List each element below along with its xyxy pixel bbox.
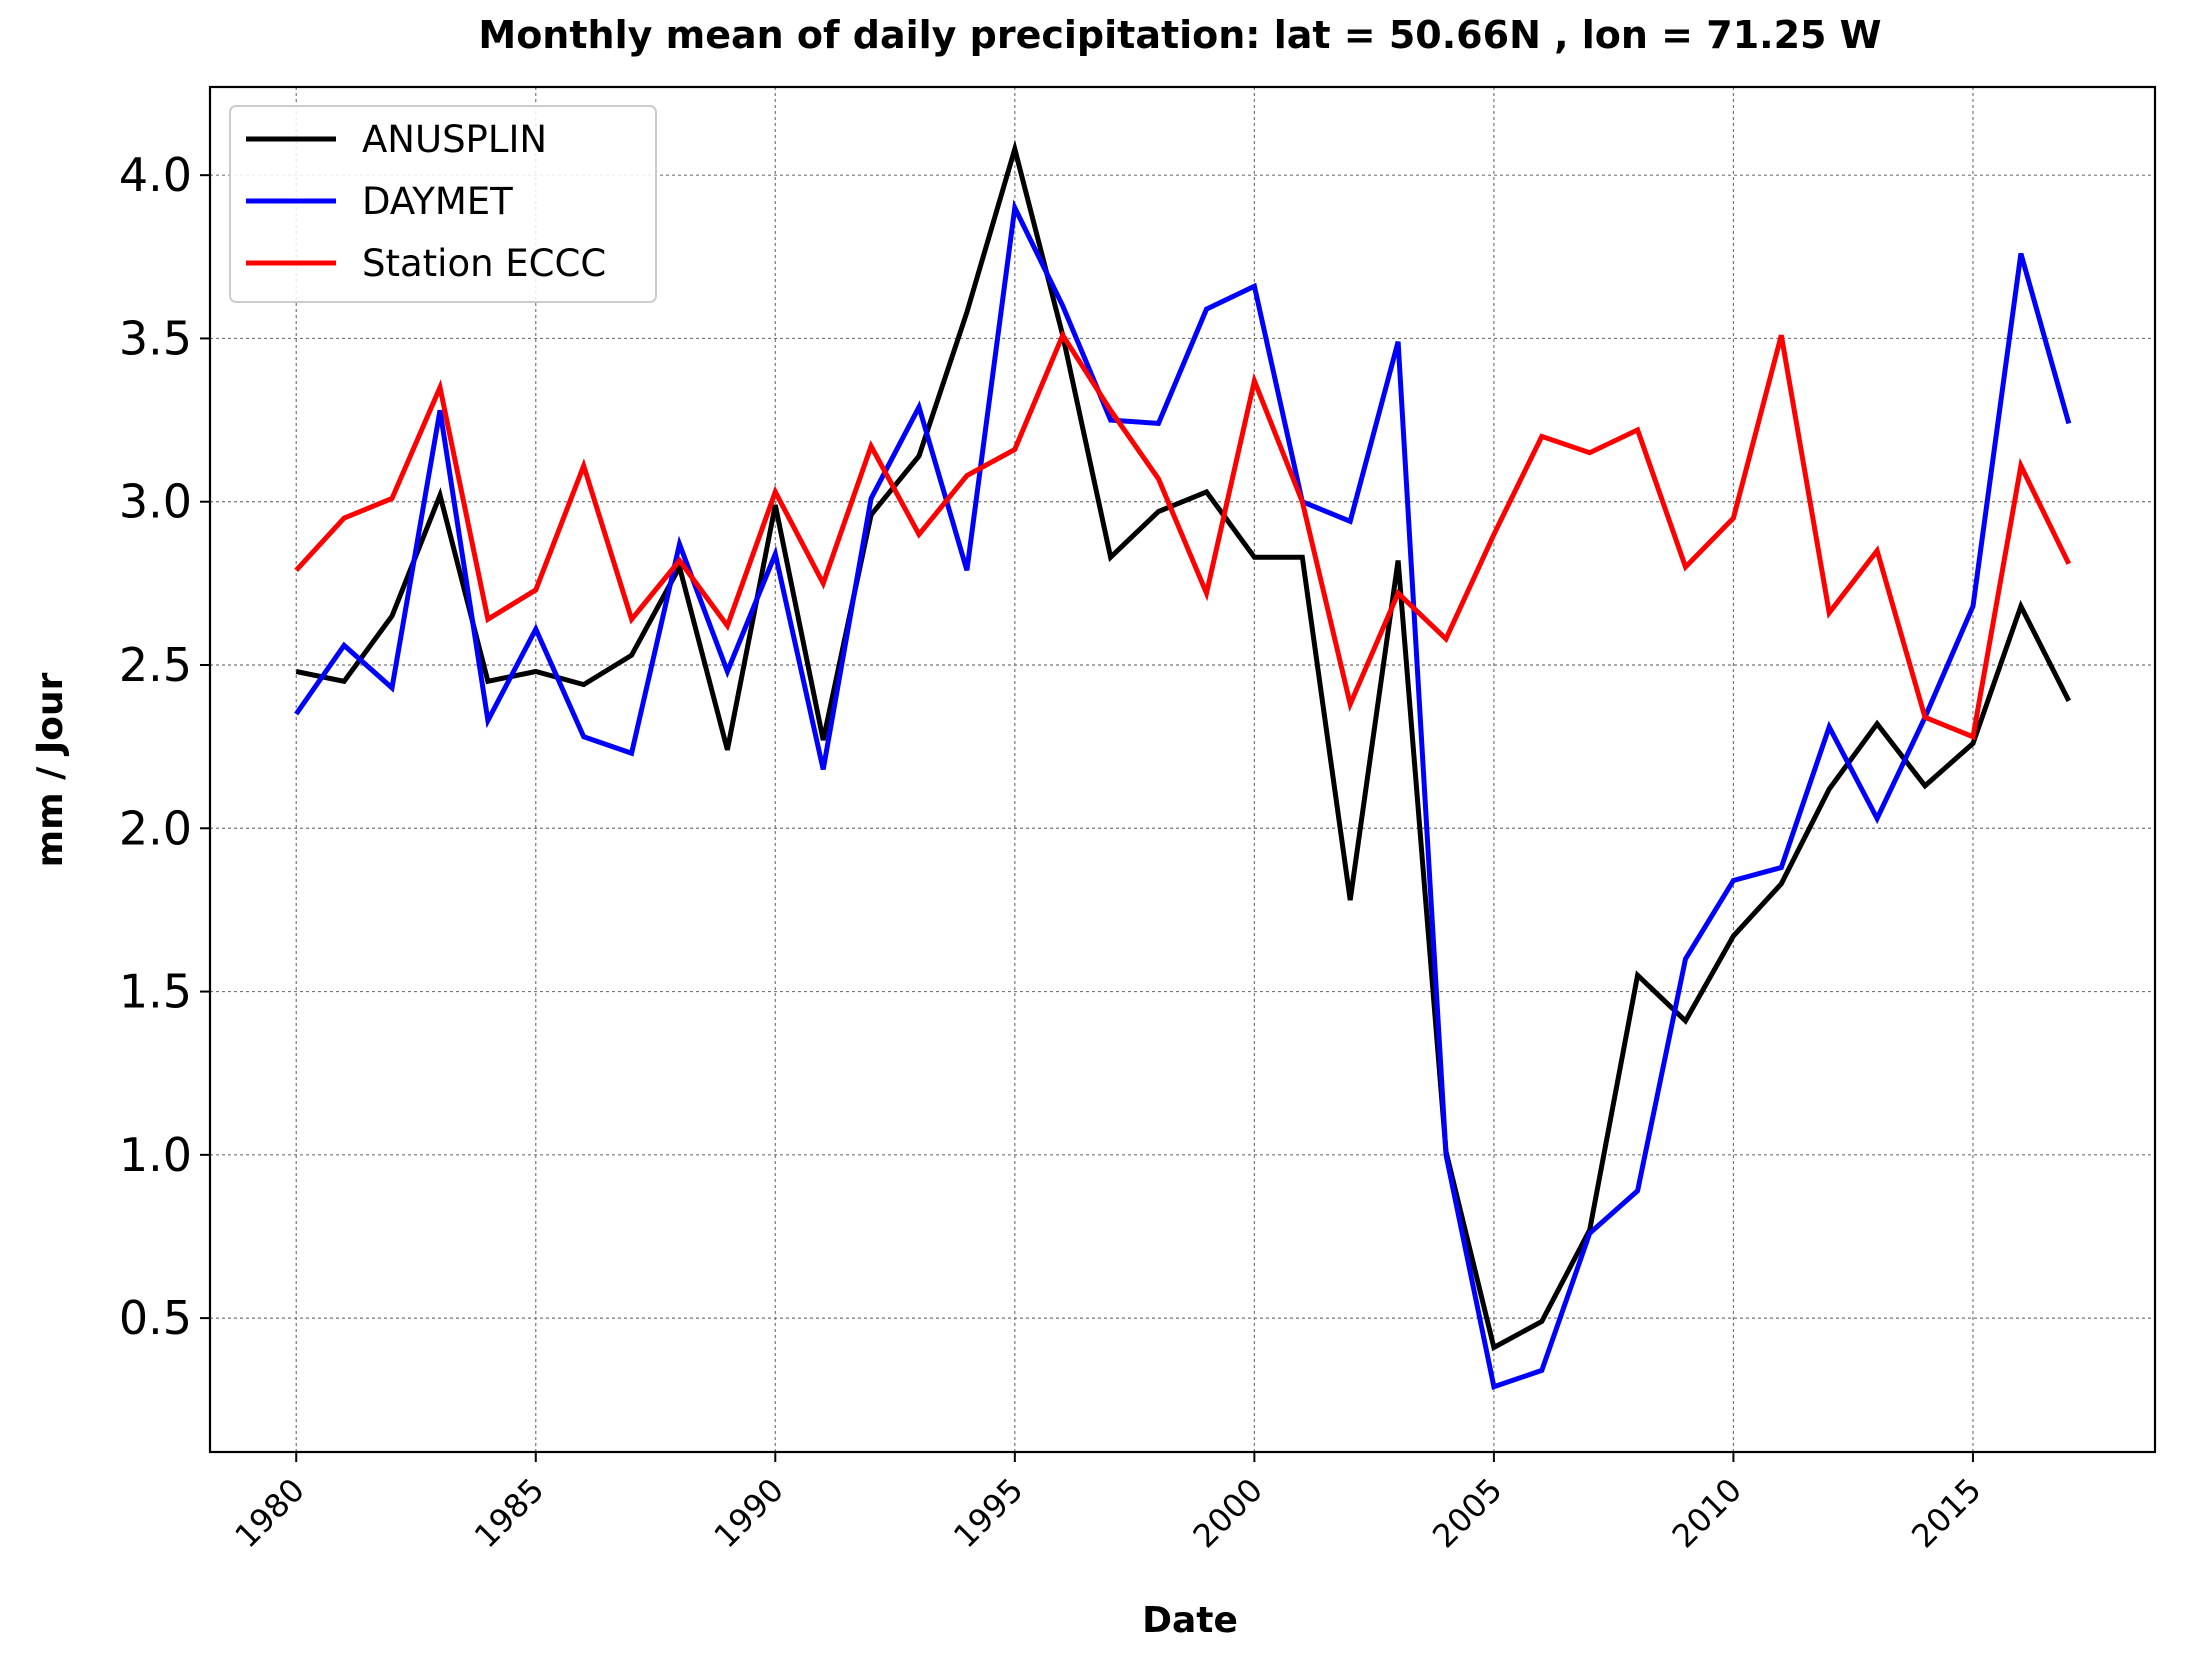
series-line-anusplin — [295, 139, 2072, 1352]
legend-items: ANUSPLIN DAYMET Station ECCC — [246, 118, 606, 285]
y-tick-label: 2.5 — [119, 638, 192, 692]
series-line-station-eccc — [294, 329, 2072, 741]
y-tick-label: 3.0 — [119, 475, 192, 529]
series-line-daymet — [294, 199, 2072, 1390]
legend-box — [229, 105, 657, 303]
series-layer — [294, 139, 2072, 1390]
y-axis: 0.5 1.0 1.5 2.0 2.5 3.0 3.5 4.0 — [119, 148, 210, 1345]
legend-label-daymet: DAYMET — [362, 180, 513, 223]
legend: ANUSPLIN DAYMET Station ECCC — [229, 105, 657, 303]
legend-label-station-eccc: Station ECCC — [362, 242, 606, 285]
chart-title: Monthly mean of daily precipitation: lat… — [478, 13, 1881, 57]
y-tick-label: 2.0 — [119, 801, 192, 855]
y-axis-label: mm / Jour — [30, 672, 71, 867]
x-axis-label: Date — [1142, 1600, 1238, 1641]
plot-frame — [208, 85, 2157, 1454]
y-tick-label: 3.5 — [119, 311, 192, 365]
y-tick-label: 0.5 — [119, 1291, 192, 1345]
y-tick-label: 4.0 — [119, 148, 192, 202]
legend-label-anusplin: ANUSPLIN — [362, 118, 547, 161]
y-tick-label: 1.5 — [119, 965, 192, 1019]
y-tick-label: 1.0 — [119, 1128, 192, 1182]
